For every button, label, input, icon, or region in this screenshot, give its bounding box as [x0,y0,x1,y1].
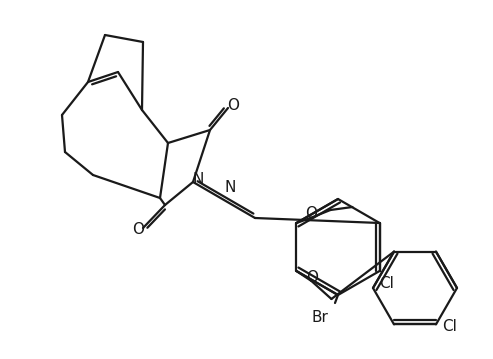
Text: Br: Br [312,309,328,325]
Text: N: N [224,181,236,196]
Text: N: N [192,173,204,187]
Text: O: O [307,270,318,284]
Text: O: O [306,205,317,220]
Text: O: O [227,98,239,113]
Text: O: O [132,223,144,238]
Text: Cl: Cl [380,275,394,290]
Text: Cl: Cl [443,319,458,334]
